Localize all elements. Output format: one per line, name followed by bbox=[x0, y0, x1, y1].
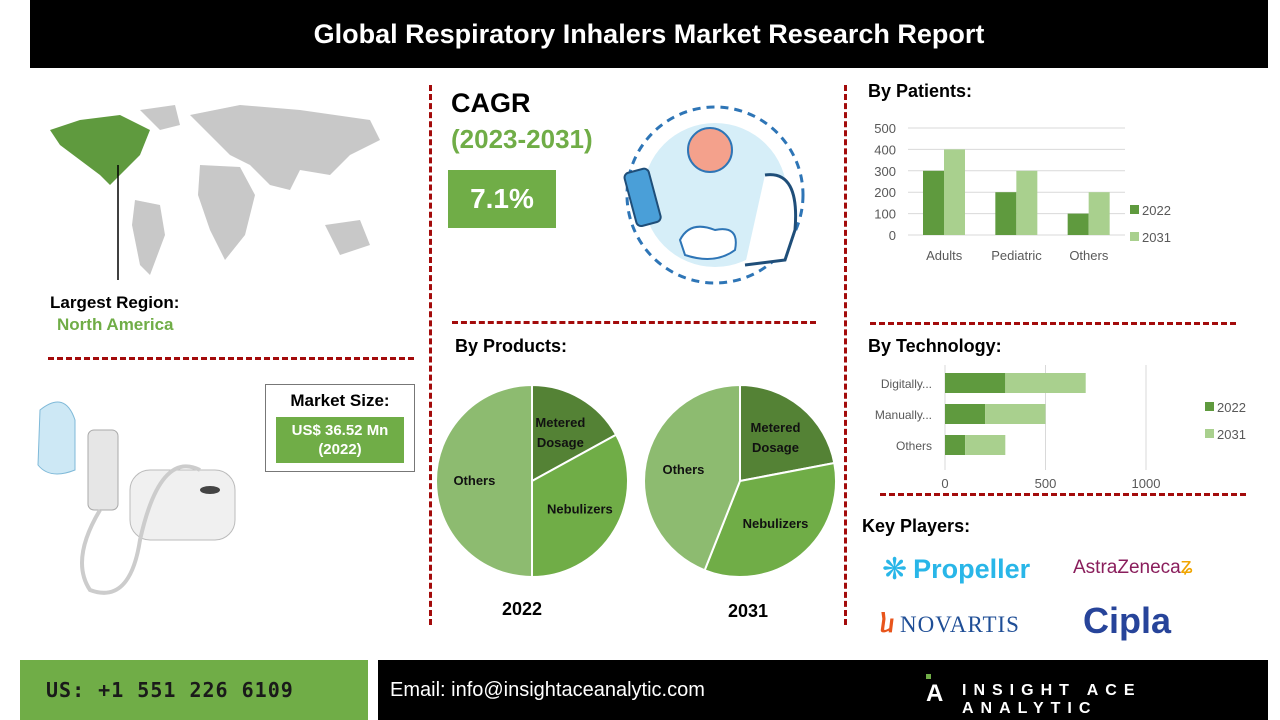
phone-box: US: +1 551 226 6109 bbox=[20, 660, 368, 720]
largest-region-value: North America bbox=[57, 315, 174, 334]
cagr-value: 7.1% bbox=[448, 170, 556, 228]
divider bbox=[844, 85, 847, 625]
north-america-highlight bbox=[50, 115, 150, 185]
bar-2022 bbox=[945, 404, 986, 424]
legend-label: 2022 bbox=[1217, 400, 1246, 415]
divider bbox=[870, 322, 1236, 325]
legend-label: 2031 bbox=[1142, 230, 1171, 245]
market-size-value-box: US$ 36.52 Mn (2022) bbox=[276, 417, 404, 463]
logo-novartis: ⴑ NOVARTIS bbox=[880, 611, 1020, 638]
x-tick-label: 0 bbox=[941, 476, 948, 491]
pie-label: Nebulizers bbox=[743, 516, 809, 531]
patients-title: By Patients: bbox=[868, 81, 973, 101]
x-tick-label: Others bbox=[1069, 248, 1109, 263]
bar-2031 bbox=[985, 404, 1046, 424]
pie-2031-title: 2031 bbox=[728, 601, 769, 621]
nebulizer-illustration bbox=[37, 401, 236, 595]
patients-bar-chart: 0 100 200 300 400 500 Adults Pediatric Others 202… bbox=[874, 121, 1171, 263]
pie-slice-metered-dosage bbox=[739, 383, 836, 483]
pie-label: Metered bbox=[751, 420, 801, 435]
header-banner: Global Respiratory Inhalers Market Resea… bbox=[30, 0, 1268, 68]
astrazeneca-icon: ʑ bbox=[1180, 553, 1193, 578]
brand-name: INSIGHT ACE ANALYTIC bbox=[962, 682, 1142, 717]
legend-swatch bbox=[1205, 429, 1214, 438]
bar-2031 bbox=[1005, 373, 1086, 393]
y-tick-label: 0 bbox=[889, 228, 896, 243]
bar-2031 bbox=[944, 149, 965, 235]
key-players-title: Key Players: bbox=[862, 516, 971, 536]
pie-slice-nebulizers bbox=[531, 433, 629, 579]
x-tick-label: Adults bbox=[926, 248, 963, 263]
pie-label: Metered bbox=[535, 415, 585, 430]
pie-2022-title: 2022 bbox=[502, 599, 543, 619]
bar-2022 bbox=[995, 192, 1017, 235]
bar-2022 bbox=[945, 435, 966, 455]
bar-2022 bbox=[923, 170, 944, 235]
email-box: Email: info@insightaceanalytic.com A INS… bbox=[378, 660, 1268, 720]
pie-slice-others bbox=[435, 383, 533, 579]
pie-label: Others bbox=[453, 473, 495, 488]
y-tick-label: Manually... bbox=[875, 408, 932, 422]
virus-icon bbox=[687, 127, 733, 173]
products-pie-charts: Metered Dosage Nebulizers Others Metered Dosa… bbox=[435, 383, 837, 579]
divider bbox=[48, 357, 414, 360]
x-tick-label: 1000 bbox=[1132, 476, 1161, 491]
pie-slice-metered-dosage bbox=[531, 383, 618, 483]
market-size-year: (2022) bbox=[318, 441, 362, 458]
logo-astrazeneca: AstraZenecaʑ bbox=[1073, 553, 1193, 578]
pie-label: Nebulizers bbox=[547, 501, 613, 516]
cagr-label: CAGR bbox=[451, 88, 531, 118]
y-tick-label: Others bbox=[896, 439, 932, 453]
x-tick-label: 500 bbox=[1035, 476, 1057, 491]
divider bbox=[429, 85, 432, 625]
y-tick-label: 400 bbox=[874, 142, 896, 157]
x-tick-label: Pediatric bbox=[991, 248, 1042, 263]
propeller-icon: ❋ bbox=[882, 553, 908, 586]
novartis-icon: ⴑ bbox=[880, 611, 895, 638]
y-tick-label: 300 bbox=[874, 164, 896, 179]
world-map bbox=[50, 105, 380, 280]
legend-swatch bbox=[1130, 232, 1139, 241]
y-tick-label: Digitally... bbox=[881, 377, 932, 391]
technology-title: By Technology: bbox=[868, 336, 1002, 356]
market-size-label: Market Size: bbox=[290, 391, 390, 410]
logo-propeller: ❋ Propeller bbox=[882, 553, 1031, 586]
legend-swatch bbox=[1130, 205, 1139, 214]
bar-2022 bbox=[1067, 213, 1089, 235]
pie-label: Dosage bbox=[752, 440, 799, 455]
email-link[interactable]: Email: info@insightaceanalytic.com bbox=[390, 679, 705, 701]
inhaler-illustration bbox=[623, 105, 805, 285]
market-size-box: Market Size: US$ 36.52 Mn (2022) bbox=[265, 384, 415, 472]
pie-label: Others bbox=[662, 462, 704, 477]
bar-2031 bbox=[965, 435, 1006, 455]
logo-cipla: Cipla bbox=[1083, 600, 1172, 641]
legend-swatch bbox=[1205, 402, 1214, 411]
products-title: By Products: bbox=[455, 336, 568, 356]
divider bbox=[880, 493, 1246, 496]
divider bbox=[452, 321, 816, 324]
bar-2031 bbox=[1016, 170, 1038, 235]
y-tick-label: 200 bbox=[874, 185, 896, 200]
page-title: Global Respiratory Inhalers Market Resea… bbox=[313, 18, 985, 49]
largest-region-label: Largest Region: bbox=[50, 293, 180, 312]
legend-label: 2022 bbox=[1142, 203, 1171, 218]
pie-slice-others bbox=[643, 383, 741, 572]
pie-label: Dosage bbox=[537, 435, 584, 450]
y-tick-label: 100 bbox=[874, 207, 896, 222]
bar-2031 bbox=[1088, 192, 1110, 235]
pie-slice-nebulizers bbox=[703, 461, 837, 578]
y-tick-label: 500 bbox=[874, 121, 896, 136]
technology-bar-chart: 0 500 1000 Digitally... Manually... Others 202… bbox=[875, 365, 1246, 491]
cagr-period: (2023-2031) bbox=[451, 124, 593, 154]
market-size-value: US$ 36.52 Mn bbox=[291, 422, 389, 439]
insightace-logo-icon: A bbox=[926, 674, 943, 706]
legend-label: 2031 bbox=[1217, 427, 1246, 442]
bar-2022 bbox=[945, 373, 1006, 393]
phone-number[interactable]: US: +1 551 226 6109 bbox=[46, 678, 294, 702]
